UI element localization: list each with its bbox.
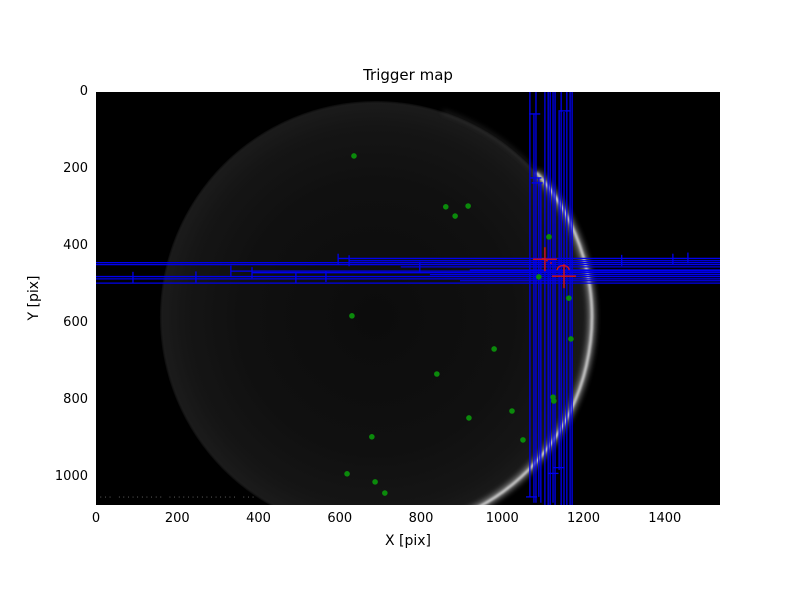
detection-dot [344, 470, 350, 477]
detection-dot [351, 153, 357, 159]
detection-dot [442, 204, 449, 210]
moon-limb-faint-top [442, 110, 538, 174]
y-tick-label-600: 600 [63, 315, 88, 331]
detection-dot [546, 234, 552, 240]
detection-dot [452, 213, 458, 219]
detection-dot [568, 336, 574, 342]
y-tick-label-1000: 1000 [54, 469, 88, 485]
y-tick-label-800: 800 [63, 392, 88, 408]
detection-dot [349, 313, 355, 319]
annotation-speck [550, 262, 552, 264]
watermark-text: ··· ·········· ··············· ··· [99, 494, 256, 501]
x-tick-label-200: 200 [164, 511, 190, 526]
detection-dot [536, 274, 542, 280]
annotation-speck [546, 259, 548, 262]
x-tick-label-1200: 1200 [566, 511, 601, 526]
plot-area: ··· ·········· ··············· ··· [96, 92, 720, 505]
y-tick-label-0: 0 [79, 84, 88, 99]
x-tick-label-600: 600 [327, 511, 353, 526]
plot-canvas [96, 92, 720, 505]
chart-title: Trigger map [363, 66, 453, 84]
detection-dot [382, 490, 388, 496]
x-tick-label-1000: 1000 [485, 511, 519, 526]
detection-dot [520, 437, 526, 443]
x-tick-label-1400: 1400 [648, 511, 682, 526]
annotation-speck [541, 257, 544, 260]
x-tick-label-400: 400 [246, 511, 271, 526]
y-axis-label: Y [pix] [26, 275, 42, 321]
x-tick-label-0: 0 [91, 511, 101, 526]
x-axis-label: X [pix] [384, 533, 432, 549]
detection-dot [434, 371, 440, 377]
detection-dot [369, 434, 375, 440]
detection-dot [509, 408, 515, 414]
y-tick-label-200: 200 [63, 161, 88, 177]
y-tick-label-400: 400 [63, 238, 88, 254]
detection-dot [466, 415, 472, 421]
moon-disk [159, 101, 592, 505]
detection-dot [551, 398, 557, 404]
x-tick-label-800: 800 [408, 511, 434, 526]
detection-dot [465, 203, 471, 209]
annotation-arc [556, 264, 570, 271]
detection-dot [566, 295, 572, 301]
detection-dot [372, 479, 378, 485]
detection-dot [491, 346, 497, 352]
